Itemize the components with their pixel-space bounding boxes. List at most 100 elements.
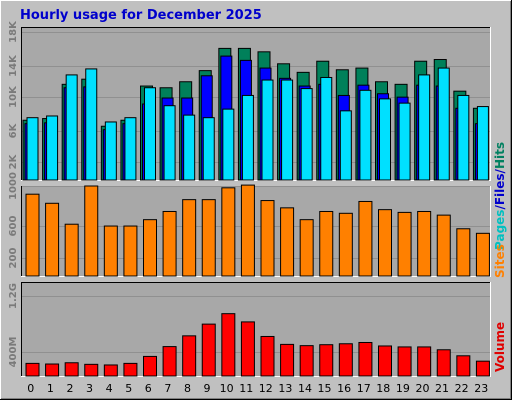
bar-pages-2 bbox=[65, 74, 78, 181]
bar-sites-10 bbox=[221, 187, 236, 277]
y-tick-label: 600 bbox=[8, 216, 19, 237]
y-tick-label: 1000 bbox=[8, 172, 19, 200]
y-tick-label: 200 bbox=[8, 248, 19, 269]
bar-sites-16 bbox=[338, 212, 353, 277]
x-tick-label-20: 20 bbox=[415, 382, 429, 395]
plot-area bbox=[21, 27, 491, 181]
bar-volume-1 bbox=[45, 363, 60, 377]
bar-volume-18 bbox=[378, 345, 392, 377]
bar-sites-22 bbox=[456, 228, 471, 277]
bar-volume-17 bbox=[358, 341, 373, 377]
bar-pages-13 bbox=[281, 79, 294, 181]
bar-sites-14 bbox=[299, 219, 314, 277]
x-tick-label-3: 3 bbox=[86, 382, 93, 395]
bar-volume-0 bbox=[25, 362, 40, 377]
x-tick-label-6: 6 bbox=[145, 382, 152, 395]
chart-panel-2: 400M 1.2G bbox=[8, 282, 491, 377]
bar-volume-20 bbox=[417, 346, 432, 377]
bar-volume-3 bbox=[84, 363, 99, 377]
x-tick-label-17: 17 bbox=[357, 382, 371, 395]
bar-volume-22 bbox=[456, 355, 471, 377]
y-tick-label: 6K bbox=[8, 122, 19, 138]
bar-sites-18 bbox=[378, 209, 392, 277]
ylabel-files: Files bbox=[493, 173, 507, 205]
bar-volume-8 bbox=[182, 335, 197, 377]
x-tick-label-21: 21 bbox=[435, 382, 449, 395]
bar-pages-20 bbox=[418, 74, 431, 181]
plot-area bbox=[21, 186, 491, 277]
x-tick-label-13: 13 bbox=[278, 382, 292, 395]
x-tick-label-4: 4 bbox=[106, 382, 113, 395]
ylabel-volume: Volume bbox=[493, 322, 507, 372]
bar-pages-12 bbox=[261, 79, 274, 181]
chart-title: Hourly usage for December 2025 bbox=[20, 8, 262, 23]
bar-volume-13 bbox=[280, 343, 295, 377]
bar-volume-11 bbox=[240, 321, 255, 377]
bar-volume-4 bbox=[103, 364, 118, 377]
bar-sites-20 bbox=[417, 210, 432, 277]
bar-sites-21 bbox=[436, 214, 451, 277]
y-tick-label: 400M bbox=[8, 337, 19, 368]
bar-sites-11 bbox=[240, 184, 255, 277]
bar-sites-13 bbox=[280, 207, 295, 277]
x-tick-label-12: 12 bbox=[259, 382, 273, 395]
x-tick-label-9: 9 bbox=[204, 382, 211, 395]
x-tick-label-2: 2 bbox=[66, 382, 73, 395]
bar-pages-6 bbox=[144, 87, 156, 181]
bar-sites-3 bbox=[84, 185, 99, 277]
bar-volume-15 bbox=[319, 344, 334, 377]
ylabel-sep-1: / bbox=[493, 205, 507, 210]
bar-pages-11 bbox=[241, 94, 254, 181]
x-tick-label-0: 0 bbox=[27, 382, 34, 395]
bar-sites-23 bbox=[475, 232, 490, 277]
x-tick-label-11: 11 bbox=[239, 382, 253, 395]
x-tick-label-14: 14 bbox=[298, 382, 312, 395]
bar-sites-1 bbox=[45, 202, 60, 277]
bar-sites-5 bbox=[123, 225, 138, 277]
x-tick-label-19: 19 bbox=[396, 382, 410, 395]
ylabel-sep-2: / bbox=[493, 168, 507, 173]
y-tick-label: 14K bbox=[8, 54, 19, 77]
x-tick-label-16: 16 bbox=[337, 382, 351, 395]
x-tick-label-8: 8 bbox=[184, 382, 191, 395]
bar-volume-23 bbox=[475, 360, 490, 377]
bar-pages-10 bbox=[222, 108, 235, 181]
bar-sites-2 bbox=[64, 223, 79, 277]
bar-volume-12 bbox=[260, 335, 275, 377]
bar-pages-1 bbox=[46, 115, 59, 181]
bar-volume-6 bbox=[143, 355, 157, 377]
bar-pages-9 bbox=[202, 117, 215, 181]
bar-sites-8 bbox=[182, 199, 197, 277]
bar-pages-22 bbox=[457, 94, 470, 181]
bar-volume-7 bbox=[162, 346, 177, 377]
bar-pages-5 bbox=[124, 117, 137, 181]
bar-pages-14 bbox=[300, 88, 313, 181]
bar-pages-0 bbox=[26, 117, 39, 181]
x-tick-label-18: 18 bbox=[376, 382, 390, 395]
bar-volume-14 bbox=[299, 345, 314, 377]
bar-pages-21 bbox=[437, 67, 450, 181]
y-tick-label: 10K bbox=[8, 85, 19, 108]
bar-volume-2 bbox=[64, 362, 79, 377]
bar-pages-16 bbox=[339, 110, 352, 181]
bar-pages-7 bbox=[163, 105, 176, 181]
bar-pages-3 bbox=[85, 68, 98, 181]
bar-volume-19 bbox=[397, 346, 412, 377]
bar-pages-15 bbox=[320, 76, 333, 181]
bar-pages-23 bbox=[476, 106, 489, 181]
bar-sites-19 bbox=[397, 211, 412, 277]
x-tick-label-1: 1 bbox=[47, 382, 54, 395]
bar-volume-9 bbox=[201, 323, 216, 377]
bar-sites-17 bbox=[358, 200, 373, 277]
bar-sites-9 bbox=[201, 199, 216, 277]
bar-pages-18 bbox=[379, 98, 391, 181]
bar-sites-7 bbox=[162, 210, 177, 277]
x-tick-label-22: 22 bbox=[455, 382, 469, 395]
y-tick-label: 1.2G bbox=[8, 283, 19, 309]
bar-sites-6 bbox=[143, 219, 157, 277]
plot-area bbox=[21, 282, 491, 377]
ylabel-sites: Sites bbox=[493, 244, 507, 278]
bar-sites-15 bbox=[319, 210, 334, 277]
chart-panel-0: 2K 6K 10K 14K 18K bbox=[8, 20, 491, 181]
